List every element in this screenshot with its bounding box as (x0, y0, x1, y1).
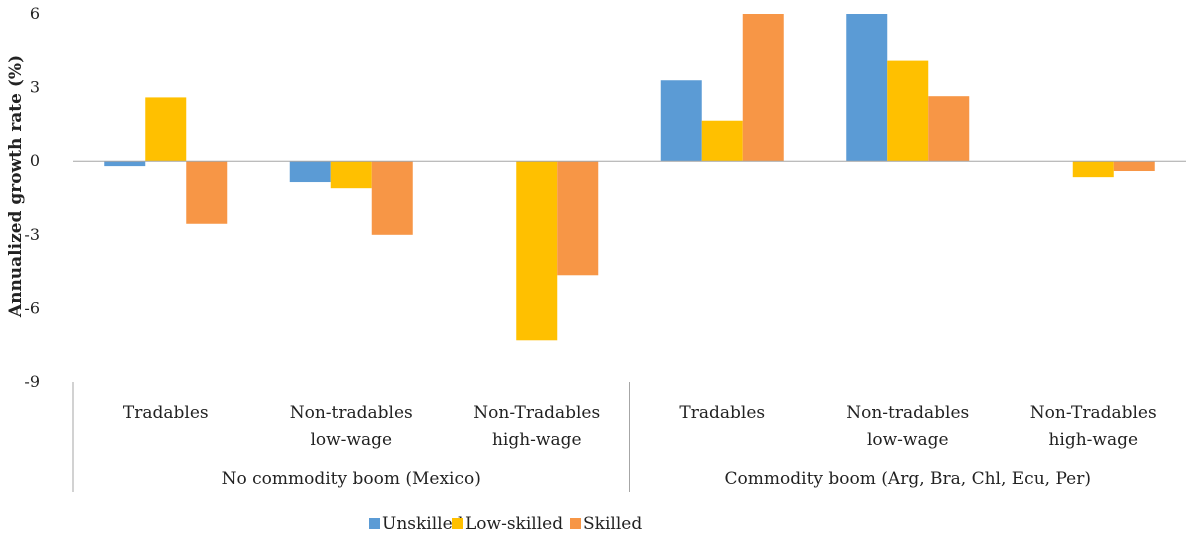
category-label: high-wage (1048, 430, 1138, 450)
bar-low-skilled-2 (516, 161, 558, 341)
legend-label-skilled: Skilled (583, 514, 642, 534)
bar-skilled-0 (186, 161, 228, 224)
category-label: Non-tradables (290, 403, 413, 423)
bars (104, 14, 1155, 341)
bar-low-skilled-5 (1072, 161, 1114, 178)
y-tick-label: -6 (24, 298, 40, 317)
bar-skilled-2 (557, 161, 599, 276)
bar-unskilled-1 (289, 161, 331, 183)
group-label: No commodity boom (Mexico) (222, 469, 481, 489)
category-label: Non-tradables (846, 403, 969, 423)
bar-skilled-3 (742, 14, 784, 162)
category-label: Non-Tradables (473, 403, 600, 423)
bar-skilled-1 (371, 161, 413, 235)
legend: Unskilled Low-skilled Skilled (369, 514, 642, 534)
bar-skilled-5 (1113, 161, 1155, 172)
category-label: Non-Tradables (1030, 403, 1157, 423)
group-label: Commodity boom (Arg, Bra, Chl, Ecu, Per) (725, 469, 1091, 489)
legend-swatch-skilled (570, 518, 581, 529)
bar-unskilled-0 (104, 161, 146, 167)
y-tick-label: -3 (24, 225, 40, 244)
bar-low-skilled-0 (145, 97, 187, 162)
y-tick-label: -9 (24, 372, 40, 391)
bar-unskilled-3 (660, 80, 702, 162)
legend-label-low-skilled: Low-skilled (465, 514, 563, 534)
y-tick-label: 0 (30, 151, 40, 170)
category-label: Tradables (679, 403, 765, 423)
bar-low-skilled-1 (330, 161, 372, 189)
category-label: low-wage (867, 430, 949, 450)
y-tick-label: 3 (30, 78, 40, 97)
y-axis-ticks: 6 3 0 -3 -6 -9 (24, 4, 40, 391)
bar-low-skilled-4 (887, 60, 929, 162)
bar-unskilled-4 (846, 14, 888, 162)
bar-low-skilled-3 (701, 120, 743, 162)
x-axis-labels: Tradables Non-tradables low-wage Non-Tradab… (123, 403, 1157, 489)
axes (72, 160, 1186, 492)
legend-label-unskilled: Unskilled (382, 514, 464, 534)
category-label: high-wage (492, 430, 582, 450)
y-tick-label: 6 (30, 4, 40, 23)
category-label: Tradables (123, 403, 209, 423)
bar-skilled-4 (928, 96, 970, 162)
category-label: low-wage (310, 430, 392, 450)
y-axis-title: Annualized growth rate (%) (6, 55, 26, 318)
legend-swatch-low-skilled (452, 518, 463, 529)
legend-swatch-unskilled (369, 518, 380, 529)
